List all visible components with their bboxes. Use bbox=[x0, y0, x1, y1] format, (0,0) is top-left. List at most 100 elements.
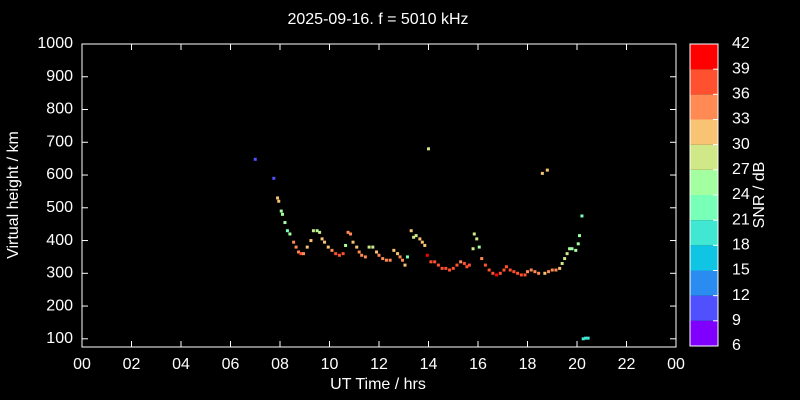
data-point bbox=[558, 266, 562, 270]
data-point bbox=[427, 147, 430, 151]
data-point bbox=[405, 255, 409, 259]
colorbar-band bbox=[690, 270, 718, 296]
data-point bbox=[294, 245, 298, 249]
data-point bbox=[276, 196, 280, 200]
data-point bbox=[554, 268, 558, 272]
data-point bbox=[403, 263, 407, 267]
x-tick-label: 16 bbox=[469, 356, 487, 373]
colorbar-band bbox=[690, 320, 718, 346]
data-point bbox=[423, 243, 427, 247]
data-point bbox=[472, 232, 476, 236]
data-point bbox=[371, 245, 375, 249]
data-point bbox=[344, 243, 348, 247]
plot-frame bbox=[81, 43, 677, 348]
data-point bbox=[448, 268, 452, 272]
data-point bbox=[330, 248, 334, 252]
data-point bbox=[581, 337, 585, 341]
data-point bbox=[440, 266, 444, 270]
data-point bbox=[568, 247, 572, 251]
data-point bbox=[302, 252, 306, 256]
data-point bbox=[377, 253, 381, 257]
colorbar-tick-label: 18 bbox=[732, 237, 750, 254]
x-tick-label: 08 bbox=[271, 356, 289, 373]
data-point bbox=[436, 263, 440, 267]
x-tick-label: 22 bbox=[618, 356, 636, 373]
data-point bbox=[574, 248, 578, 252]
colorbar-band bbox=[690, 144, 718, 170]
data-point bbox=[471, 247, 475, 251]
colorbar-band bbox=[690, 195, 718, 221]
data-point bbox=[584, 336, 588, 340]
data-point bbox=[367, 245, 371, 249]
data-point bbox=[425, 253, 429, 257]
data-point bbox=[418, 237, 422, 241]
y-tick-label: 1000 bbox=[37, 35, 73, 52]
data-point bbox=[565, 252, 569, 256]
y-tick-label: 200 bbox=[46, 297, 73, 314]
data-point bbox=[547, 270, 551, 274]
y-tick-label: 500 bbox=[46, 199, 73, 216]
data-point bbox=[577, 234, 581, 238]
data-point bbox=[455, 263, 459, 267]
data-point bbox=[355, 245, 359, 249]
data-point bbox=[305, 245, 309, 249]
data-point bbox=[280, 212, 284, 216]
colorbar-band bbox=[690, 245, 718, 271]
data-point bbox=[487, 268, 491, 272]
colorbar-band bbox=[690, 69, 718, 95]
colorbar-band bbox=[690, 220, 718, 246]
data-point bbox=[357, 250, 361, 254]
y-tick-label: 700 bbox=[46, 133, 73, 150]
data-point bbox=[414, 234, 418, 238]
colorbar-tick-label: 39 bbox=[732, 60, 750, 77]
colorbar-tick-label: 33 bbox=[732, 111, 750, 128]
data-point bbox=[465, 265, 469, 269]
data-point bbox=[398, 255, 402, 259]
data-point bbox=[381, 257, 385, 261]
data-point bbox=[462, 261, 466, 265]
colorbar-tick-label: 6 bbox=[732, 337, 741, 354]
colorbar-band bbox=[690, 169, 718, 195]
y-tick-label: 400 bbox=[46, 232, 73, 249]
colorbar-tick-label: 24 bbox=[732, 186, 750, 203]
data-point bbox=[451, 266, 455, 270]
y-tick-label: 900 bbox=[46, 68, 73, 85]
data-point bbox=[285, 229, 289, 233]
data-point bbox=[320, 237, 324, 241]
data-point bbox=[311, 229, 315, 233]
colorbar-band bbox=[690, 94, 718, 120]
data-point bbox=[349, 232, 353, 236]
y-tick-label: 800 bbox=[46, 101, 73, 118]
colorbar-label: SNR / dB bbox=[751, 162, 768, 229]
data-point bbox=[459, 260, 463, 264]
data-point bbox=[529, 268, 533, 272]
data-point bbox=[550, 268, 554, 272]
x-tick-label: 10 bbox=[321, 356, 339, 373]
data-point bbox=[334, 252, 338, 256]
data-point bbox=[444, 266, 448, 270]
data-point bbox=[315, 229, 319, 233]
data-point bbox=[292, 240, 296, 244]
data-point bbox=[495, 273, 499, 277]
data-point bbox=[467, 263, 471, 267]
data-point bbox=[420, 240, 424, 244]
colorbar-tick-label: 27 bbox=[732, 161, 750, 178]
y-tick-label: 600 bbox=[46, 166, 73, 183]
data-point bbox=[341, 252, 345, 256]
data-point bbox=[299, 252, 303, 256]
data-point bbox=[523, 273, 527, 277]
x-tick-label: 20 bbox=[568, 356, 586, 373]
data-point bbox=[586, 336, 590, 340]
data-point bbox=[412, 235, 416, 239]
colorbar-tick-label: 15 bbox=[732, 262, 750, 279]
data-point bbox=[512, 270, 516, 274]
data-point bbox=[409, 229, 413, 233]
colorbar-tick-label: 12 bbox=[732, 287, 750, 304]
data-point bbox=[504, 265, 508, 269]
colorbar-tick-label: 21 bbox=[732, 211, 750, 228]
colorbar-tick-label: 36 bbox=[732, 86, 750, 103]
colorbar-band bbox=[690, 119, 718, 145]
x-axis-label: UT Time / hrs bbox=[330, 376, 426, 393]
x-tick-label: 02 bbox=[123, 356, 141, 373]
x-tick-label: 14 bbox=[420, 356, 438, 373]
